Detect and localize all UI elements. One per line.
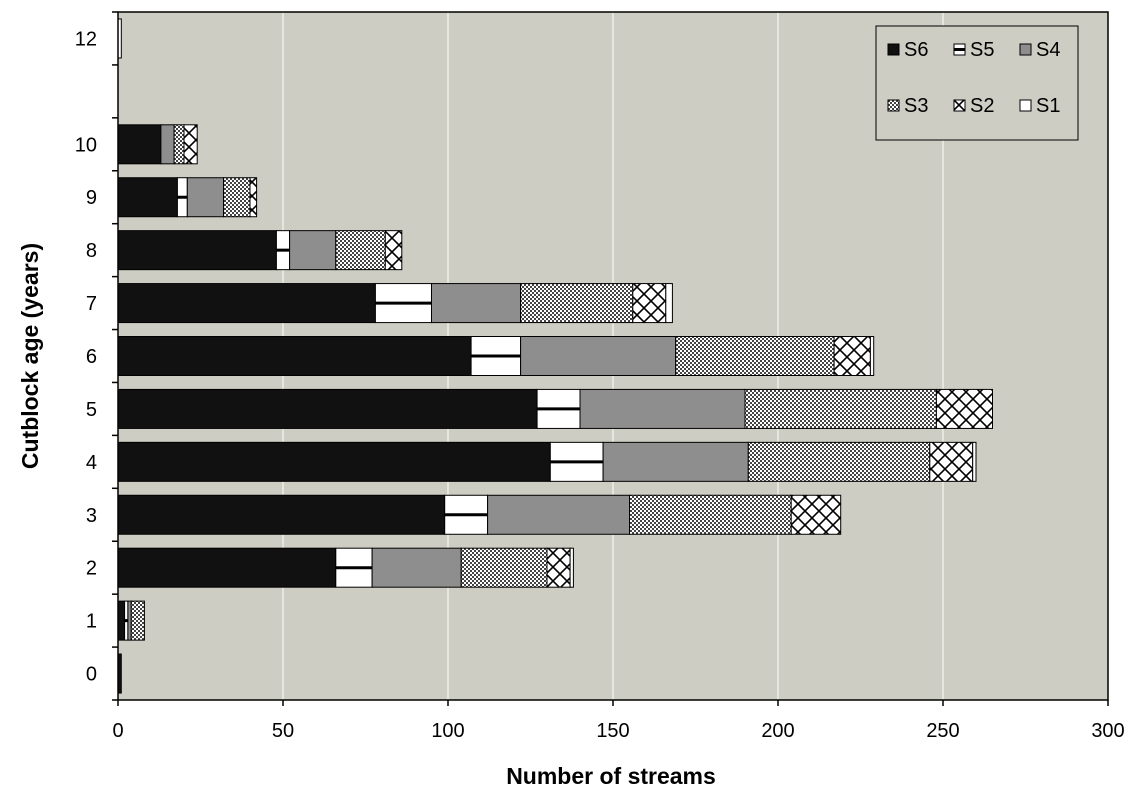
bar-8-S5: [275, 230, 291, 271]
bar-7-S1: [665, 283, 673, 324]
bar-4-S5: [549, 441, 604, 482]
bar-3-S6: [117, 494, 446, 535]
bar-10-S4: [160, 124, 175, 165]
bar-9-S6: [117, 177, 178, 218]
y-tick-label: 10: [75, 134, 97, 156]
bar-4-S2: [929, 441, 974, 482]
bar-3-S3: [629, 494, 792, 535]
legend-box: [875, 25, 1079, 141]
legend-label: S1: [1036, 95, 1060, 117]
x-tick-label: 300: [1091, 720, 1124, 742]
bars: [117, 18, 994, 694]
bar-2-S2: [546, 547, 571, 588]
legend-item-S1: S1: [1019, 95, 1060, 117]
y-tick-label: 12: [75, 28, 97, 50]
legend-item-S6: S6: [887, 39, 928, 61]
bar-6-S5: [470, 336, 522, 376]
legend: S6 S5 S4 S3 S2 S1: [875, 25, 1079, 141]
y-tick-label: 6: [86, 346, 97, 368]
y-tick-label: 1: [86, 611, 97, 633]
bar-2-S1: [569, 547, 574, 588]
legend-label: S6: [904, 39, 928, 61]
legend-swatch-S1: [1019, 99, 1032, 112]
x-tick-label: 150: [596, 720, 629, 742]
legend-swatch-S4: [1019, 43, 1032, 56]
bar-4-S1: [972, 441, 977, 482]
bar-7-S3: [520, 283, 634, 324]
bar-6-S1: [869, 336, 875, 376]
y-tick-label: 7: [86, 293, 97, 315]
y-tick-label: 5: [86, 399, 97, 421]
bar-7-S6: [117, 283, 376, 324]
y-tick-label: 3: [86, 505, 97, 527]
bar-6-S4: [520, 336, 677, 376]
bar-8-S6: [117, 230, 277, 271]
bar-2-S5: [335, 547, 373, 588]
y-tick-label: 0: [86, 664, 97, 686]
y-tick-label: 9: [86, 187, 97, 209]
bar-8-S2: [384, 230, 403, 271]
bar-8-S4: [289, 230, 337, 271]
bar-6-S6: [117, 336, 472, 376]
y-tick-label: 2: [86, 558, 97, 580]
bar-5-S5: [536, 388, 581, 429]
bar-2-S4: [371, 547, 462, 588]
bar-4-S6: [117, 441, 551, 482]
legend-label: S2: [970, 95, 994, 117]
legend-swatch-S6: [887, 43, 900, 56]
bar-4-S3: [747, 441, 931, 482]
x-tick-labels: 0 50 100 150 200 250 300: [112, 720, 1124, 742]
legend-label: S4: [1036, 39, 1060, 61]
bar-5-S6: [117, 388, 538, 429]
bar-9-S5: [176, 177, 188, 218]
bar-7-S5: [374, 283, 432, 324]
bar-7-S2: [632, 283, 667, 324]
y-axis-title: Cutblock age (years): [17, 243, 43, 469]
x-tick-label: 0: [112, 720, 123, 742]
bar-10-S3: [173, 124, 185, 165]
bar-3-S4: [487, 494, 630, 535]
bar-10-S2: [183, 124, 198, 165]
y-tick-label: 4: [86, 452, 97, 474]
x-tick-label: 250: [926, 720, 959, 742]
bar-9-S4: [186, 177, 225, 218]
bar-2-S3: [460, 547, 548, 588]
bar-6-S3: [675, 336, 835, 376]
bar-5-S2: [935, 388, 994, 429]
bar-7-S4: [431, 283, 522, 324]
bar-9-S3: [223, 177, 251, 218]
x-tick-label: 50: [272, 720, 294, 742]
legend-swatch-S3: [887, 99, 900, 112]
bar-3-S5: [444, 494, 489, 535]
bar-9-S2: [249, 177, 258, 218]
x-axis-title: Number of streams: [506, 763, 716, 788]
legend-item-S4: S4: [1019, 39, 1060, 61]
legend-item-S3: S3: [887, 95, 928, 117]
legend-swatch-S2: [953, 99, 966, 112]
bar-4-S4: [602, 441, 749, 482]
legend-swatch-S5: [953, 43, 966, 56]
legend-label: S3: [904, 95, 928, 117]
bar-5-S3: [744, 388, 937, 429]
bar-3-S2: [790, 494, 842, 535]
x-tick-label: 100: [431, 720, 464, 742]
legend-label: S5: [970, 39, 994, 61]
bar-10-S6: [117, 124, 162, 165]
bar-2-S6: [117, 547, 337, 588]
bar-1-S3: [130, 600, 145, 641]
bar-1-S6: [117, 600, 126, 641]
y-tick-label: 8: [86, 240, 97, 262]
legend-item-S5: S5: [953, 39, 994, 61]
axes: [112, 11, 1109, 706]
bar-6-S2: [833, 336, 871, 376]
bar-5-S4: [579, 388, 746, 429]
legend-item-S2: S2: [953, 95, 994, 117]
x-tick-label: 200: [761, 720, 794, 742]
bar-8-S3: [335, 230, 386, 271]
